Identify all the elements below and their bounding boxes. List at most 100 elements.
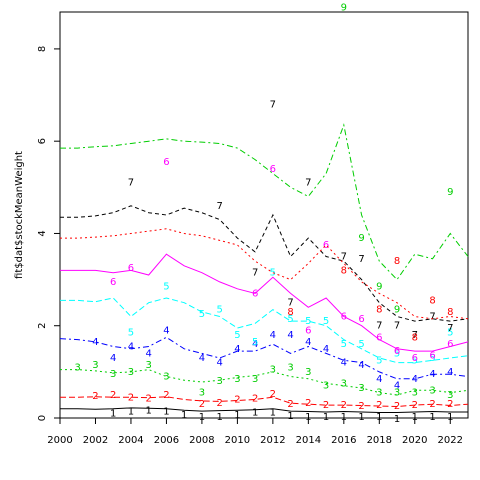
series-5-point-label: 5 bbox=[341, 339, 347, 350]
series-3-point-label: 3 bbox=[92, 360, 98, 371]
series-2-point-label: 2 bbox=[287, 399, 293, 410]
series-2-point-label: 2 bbox=[376, 400, 382, 411]
series-7-point-label: 7 bbox=[216, 201, 222, 212]
series-3-point-label: 3 bbox=[305, 367, 311, 378]
series-6-point-label: 6 bbox=[394, 346, 400, 357]
series-2-point-label: 2 bbox=[216, 398, 222, 409]
series-5-point-label: 5 bbox=[234, 330, 240, 341]
series-6-point-label: 6 bbox=[429, 351, 435, 362]
x-tick-label: 2008 bbox=[189, 435, 214, 446]
series-9-point-label: 9 bbox=[376, 282, 382, 293]
y-tick-label: 4 bbox=[37, 230, 48, 236]
series-8-point-label: 8 bbox=[447, 307, 453, 318]
series-3-point-label: 3 bbox=[270, 365, 276, 376]
series-5-point-label: 5 bbox=[429, 353, 435, 364]
series-3-point-label: 3 bbox=[447, 390, 453, 401]
series-6-point-label: 6 bbox=[252, 288, 258, 299]
series-2-point-label: 2 bbox=[252, 394, 258, 405]
series-4-point-label: 4 bbox=[341, 358, 347, 369]
series-1-point-label: 1 bbox=[146, 406, 152, 417]
series-1-point-label: 1 bbox=[234, 410, 240, 421]
series-7-point-label: 7 bbox=[287, 298, 293, 309]
series-1-point-label: 1 bbox=[412, 412, 418, 423]
series-3-point-label: 3 bbox=[234, 374, 240, 385]
series-4-point-label: 4 bbox=[376, 374, 382, 385]
series-4-point-label: 4 bbox=[305, 337, 311, 348]
series-2-point-label: 2 bbox=[429, 399, 435, 410]
series-5-point-label: 5 bbox=[128, 328, 134, 339]
series-5-point-label: 5 bbox=[163, 282, 169, 293]
series-2-point-label: 2 bbox=[323, 400, 329, 411]
series-1-point-label: 1 bbox=[429, 412, 435, 423]
series-4-point-label: 4 bbox=[429, 369, 435, 380]
series-6-point-label: 6 bbox=[358, 314, 364, 325]
series-6-point-label: 6 bbox=[128, 263, 134, 274]
series-4-point-label: 4 bbox=[146, 348, 152, 359]
series-9-line bbox=[60, 123, 469, 281]
series-4-point-label: 4 bbox=[270, 330, 276, 341]
series-3-point-label: 3 bbox=[252, 374, 258, 385]
series-5-line bbox=[60, 297, 469, 364]
series-3-point-label: 3 bbox=[128, 367, 134, 378]
series-5-point-label: 5 bbox=[305, 316, 311, 327]
series-7-point-label: 7 bbox=[305, 178, 311, 189]
series-3-point-label: 3 bbox=[394, 388, 400, 399]
series-1-point-label: 1 bbox=[447, 412, 453, 423]
x-tick-label: 2002 bbox=[83, 435, 108, 446]
series-5-point-label: 5 bbox=[323, 316, 329, 327]
series-3-point-label: 3 bbox=[110, 369, 116, 380]
series-7-point-label: 7 bbox=[394, 321, 400, 332]
x-axis: 2000 2002 2004 2006 2008 2010 2012 2014 2016 2018… bbox=[47, 418, 463, 446]
series-3-point-label: 3 bbox=[163, 371, 169, 382]
series-1-point-label: 1 bbox=[252, 407, 258, 418]
y-tick-label: 8 bbox=[37, 46, 48, 52]
series-7-point-label: 7 bbox=[341, 252, 347, 263]
series-5-point-label: 5 bbox=[412, 355, 418, 366]
series-1-line bbox=[60, 407, 468, 413]
series-2-point-label: 2 bbox=[199, 399, 205, 410]
series-9-point-label: 9 bbox=[447, 187, 453, 198]
series-4-point-label: 4 bbox=[323, 344, 329, 355]
series-6-point-label: 6 bbox=[376, 332, 382, 343]
x-tick-label: 2020 bbox=[402, 435, 427, 446]
series-2-line bbox=[60, 396, 469, 408]
series-3-point-label: 3 bbox=[75, 362, 81, 373]
series-layer: 1 1 1 1 1 1 1 1 1 1 1 1 1 1 1 1 1 1 1 12 2 2 2 22 2 2 2 22 2 2 2 2 2 2 2 2 2… bbox=[59, 2, 469, 425]
series-1-point-label: 1 bbox=[199, 412, 205, 423]
series-6-point-label: 6 bbox=[163, 157, 169, 168]
series-1-point-label: 1 bbox=[394, 414, 400, 425]
series-3-point-label: 3 bbox=[429, 385, 435, 396]
series-1-point-label: 1 bbox=[128, 407, 134, 418]
series-6-point-label: 6 bbox=[341, 312, 347, 323]
x-tick-label: 2004 bbox=[118, 435, 143, 446]
series-8-point-label: 8 bbox=[429, 295, 435, 306]
series-8-line bbox=[60, 228, 469, 320]
series-5-point-label: 5 bbox=[376, 355, 382, 366]
y-axis-title: fit$dat$stockMeanWeight bbox=[14, 151, 25, 279]
series-4-point-label: 4 bbox=[163, 325, 169, 336]
series-1-point-label: 1 bbox=[110, 408, 116, 419]
series-2-point-label: 2 bbox=[163, 390, 169, 401]
series-4-point-label: 4 bbox=[412, 374, 418, 385]
series-7-point-label: 7 bbox=[412, 330, 418, 341]
series-6-point-label: 6 bbox=[323, 240, 329, 251]
y-axis: 0 2 4 6 8 bbox=[37, 46, 60, 421]
series-6-point-label: 6 bbox=[110, 277, 116, 288]
series-8-point-label: 8 bbox=[376, 305, 382, 316]
series-4-point-label: 4 bbox=[216, 358, 222, 369]
series-4-point-label: 4 bbox=[252, 339, 258, 350]
series-4-point-label: 4 bbox=[287, 330, 293, 341]
series-4-line bbox=[59, 336, 469, 380]
series-1-point-label: 1 bbox=[181, 410, 187, 421]
series-3-point-label: 3 bbox=[287, 362, 293, 373]
series-3-line bbox=[60, 369, 469, 396]
x-tick-label: 2022 bbox=[438, 435, 463, 446]
series-6-point-label: 6 bbox=[270, 164, 276, 175]
series-7-point-label: 7 bbox=[429, 312, 435, 323]
series-3-point-label: 3 bbox=[358, 383, 364, 394]
series-3-point-label: 3 bbox=[216, 376, 222, 387]
series-6-point-label: 6 bbox=[447, 339, 453, 350]
series-7-point-label: 7 bbox=[128, 178, 134, 189]
series-7-point-label: 7 bbox=[447, 323, 453, 334]
